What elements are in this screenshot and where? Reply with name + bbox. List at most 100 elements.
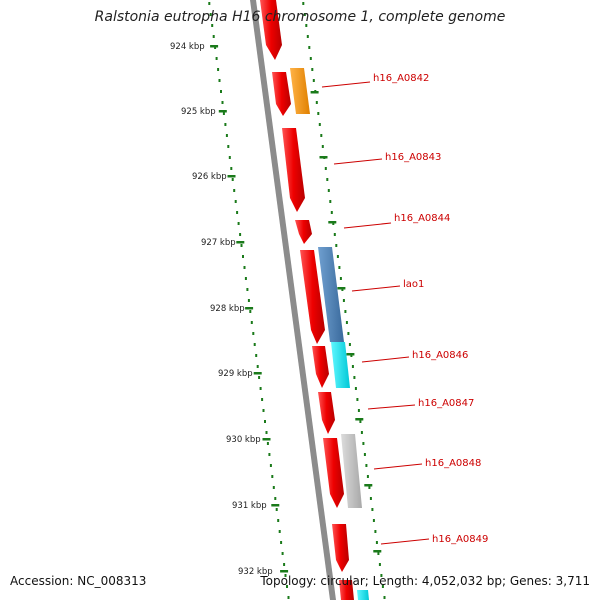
scale-dot bbox=[324, 167, 327, 170]
scale-dot bbox=[368, 486, 371, 489]
scale-major-tick bbox=[373, 550, 382, 553]
scale-dot bbox=[363, 453, 366, 456]
scale-tick-label: 930 kbp bbox=[226, 435, 261, 445]
scale-dot bbox=[250, 321, 253, 324]
scale-dot bbox=[268, 453, 271, 456]
scale-dot bbox=[347, 332, 350, 335]
scale-major-tick bbox=[346, 353, 355, 356]
scale-dot bbox=[215, 57, 218, 60]
scale-dot bbox=[302, 2, 305, 5]
scale-dot bbox=[286, 585, 288, 588]
gene-label[interactable]: h16_A0844 bbox=[394, 213, 450, 224]
feature-h16_A0848 bbox=[341, 434, 362, 508]
scale-dot bbox=[225, 134, 228, 137]
scale-dot bbox=[272, 486, 275, 489]
gene-label[interactable]: h16_A0846 bbox=[412, 350, 468, 361]
scale-dot bbox=[211, 24, 214, 27]
scale-dot bbox=[360, 431, 363, 434]
scale-dot bbox=[264, 420, 266, 423]
scale-dot bbox=[303, 13, 306, 16]
scale-dot bbox=[244, 277, 247, 280]
scale-dot bbox=[230, 167, 233, 170]
gene-arrow bbox=[272, 72, 291, 116]
scale-tick-label: 925 kbp bbox=[181, 107, 216, 117]
scale-dot bbox=[312, 79, 315, 82]
scale-dot bbox=[315, 101, 318, 104]
colored-features bbox=[290, 68, 369, 600]
scale-dot bbox=[261, 398, 264, 401]
scale-dot bbox=[318, 123, 321, 126]
scale-dot bbox=[242, 255, 244, 258]
gene-label[interactable]: h16_A0843 bbox=[385, 152, 441, 163]
label-leaders bbox=[321, 81, 430, 545]
scale-tick-label: 928 kbp bbox=[210, 304, 245, 314]
scale-dot bbox=[249, 310, 252, 313]
scale-dot bbox=[366, 475, 369, 478]
scale-dot bbox=[354, 387, 357, 390]
scale-dot bbox=[336, 255, 339, 258]
scale-dot bbox=[353, 376, 356, 379]
scale-dot bbox=[375, 541, 378, 544]
scale-major-tick bbox=[328, 221, 337, 224]
scale-dot bbox=[345, 321, 348, 324]
feature-h16_A0846 bbox=[331, 342, 350, 388]
gene-label[interactable]: h16_A0842 bbox=[373, 73, 429, 84]
scale-major-tick bbox=[280, 570, 289, 573]
scale-dot bbox=[271, 475, 274, 478]
gene-label[interactable]: h16_A0848 bbox=[425, 458, 481, 469]
feature-bottom-cyan bbox=[357, 590, 369, 600]
gene-arrow bbox=[282, 128, 305, 212]
scale-dot bbox=[255, 354, 258, 357]
scale-tick-label: 924 kbp bbox=[170, 42, 205, 52]
scale-major-tick bbox=[319, 156, 328, 159]
scale-dot bbox=[220, 90, 222, 93]
scale-dot bbox=[221, 101, 224, 104]
gene-label[interactable]: lao1 bbox=[403, 279, 424, 290]
scale-dot bbox=[231, 178, 234, 181]
scale-dot bbox=[317, 112, 320, 115]
scale-dot bbox=[246, 288, 249, 291]
scale-dot bbox=[228, 156, 231, 159]
scale-dot bbox=[277, 519, 280, 522]
scale-dot bbox=[378, 563, 381, 566]
scale-dot bbox=[359, 420, 362, 423]
scale-dot bbox=[308, 46, 311, 49]
scale-dot bbox=[256, 365, 259, 368]
gene-labels: h16_A0842 h16_A0843 h16_A0844 lao1 h16_A… bbox=[373, 73, 488, 545]
scale-dot bbox=[309, 57, 312, 60]
scale-dot bbox=[218, 79, 221, 82]
scale-dot bbox=[265, 431, 268, 434]
scale-dot bbox=[284, 574, 287, 577]
genome-backbone bbox=[250, 0, 336, 600]
scale-dot bbox=[330, 211, 333, 214]
scale-dot bbox=[377, 552, 380, 555]
scale-major-tick bbox=[227, 175, 236, 178]
scale-major-tick bbox=[364, 484, 373, 487]
scale-dot bbox=[335, 244, 338, 247]
scale-dot bbox=[237, 222, 240, 225]
scale-dot bbox=[274, 497, 277, 500]
scale-major-tick bbox=[310, 91, 319, 94]
scale-major-tick bbox=[337, 287, 346, 290]
forward-strand-genes bbox=[260, 0, 354, 600]
scale-dot bbox=[269, 464, 272, 467]
scale-dot bbox=[326, 178, 329, 181]
scale-dot bbox=[357, 409, 360, 412]
gene-label[interactable]: h16_A0847 bbox=[418, 398, 474, 409]
outer-scale-axis bbox=[302, 2, 386, 599]
scale-dot bbox=[222, 112, 225, 115]
gene-label[interactable]: h16_A0849 bbox=[432, 534, 488, 545]
scale-dot bbox=[365, 464, 368, 467]
scale-dot bbox=[383, 596, 386, 599]
scale-dot bbox=[327, 189, 330, 192]
scale-dot bbox=[259, 387, 262, 390]
scale-dot bbox=[320, 134, 323, 137]
scale-dot bbox=[305, 24, 308, 27]
inner-scale-axis bbox=[208, 2, 290, 599]
feature-lao1 bbox=[318, 247, 344, 342]
scale-dot bbox=[278, 530, 281, 533]
scale-dot bbox=[374, 530, 377, 533]
scale-dot bbox=[351, 365, 354, 368]
scale-dot bbox=[236, 211, 239, 214]
